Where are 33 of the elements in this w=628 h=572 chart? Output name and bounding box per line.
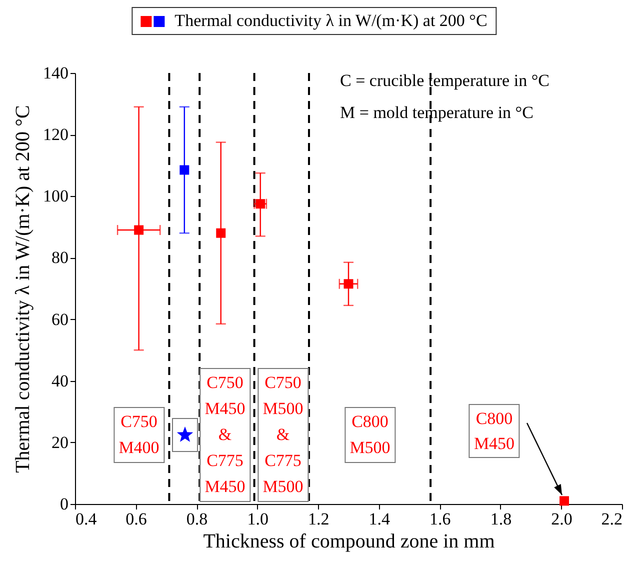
annotation: C750 M450 & C775 M450	[200, 368, 250, 502]
point	[344, 279, 354, 289]
x-tick-label: 1.6	[430, 510, 451, 528]
point	[134, 225, 144, 235]
annotation: C800 M450	[468, 404, 520, 458]
x-tick-label: 2.0	[551, 510, 572, 528]
point	[216, 228, 226, 238]
y-tick-label: 120	[43, 125, 68, 144]
x-axis-title: Thickness of compound zone in mm	[203, 530, 496, 552]
annotation: M = mold temperature in °C	[340, 103, 534, 123]
y-axis-title: Thermal conductivity λ in W/(m·K) at 200 °C	[12, 105, 34, 473]
legend-label: Thermal conductivity λ in W/(m·K) at 200 °C	[174, 11, 488, 31]
y-tick-label: 20	[52, 432, 68, 452]
annotation: C750 M500 & C775 M500	[258, 368, 308, 502]
annotation: C = crucible temperature in °C	[340, 71, 550, 91]
y-tick-label: 40	[52, 371, 68, 390]
y-tick-label: 0	[60, 494, 68, 514]
x-tick-label: 1.4	[368, 510, 391, 528]
y-tick-label: 100	[43, 186, 68, 206]
annotation: C750 M400	[114, 407, 164, 463]
x-tick-label: 1.2	[308, 510, 330, 528]
x-tick-label: 0.6	[126, 510, 147, 528]
x-tick-label: 1.0	[247, 510, 268, 528]
y-tick-label: 60	[52, 310, 68, 329]
x-tick-label: 1.8	[490, 510, 512, 528]
x-tick-label: 0.8	[186, 510, 208, 528]
point	[560, 496, 570, 506]
point	[180, 165, 190, 175]
x-tick-label: 2.2	[601, 510, 622, 528]
annotation: C800 M500	[344, 407, 396, 463]
y-tick-label: 80	[52, 248, 68, 268]
y-tick-label: 140	[43, 64, 68, 82]
x-tick-label: 0.4	[76, 510, 98, 528]
